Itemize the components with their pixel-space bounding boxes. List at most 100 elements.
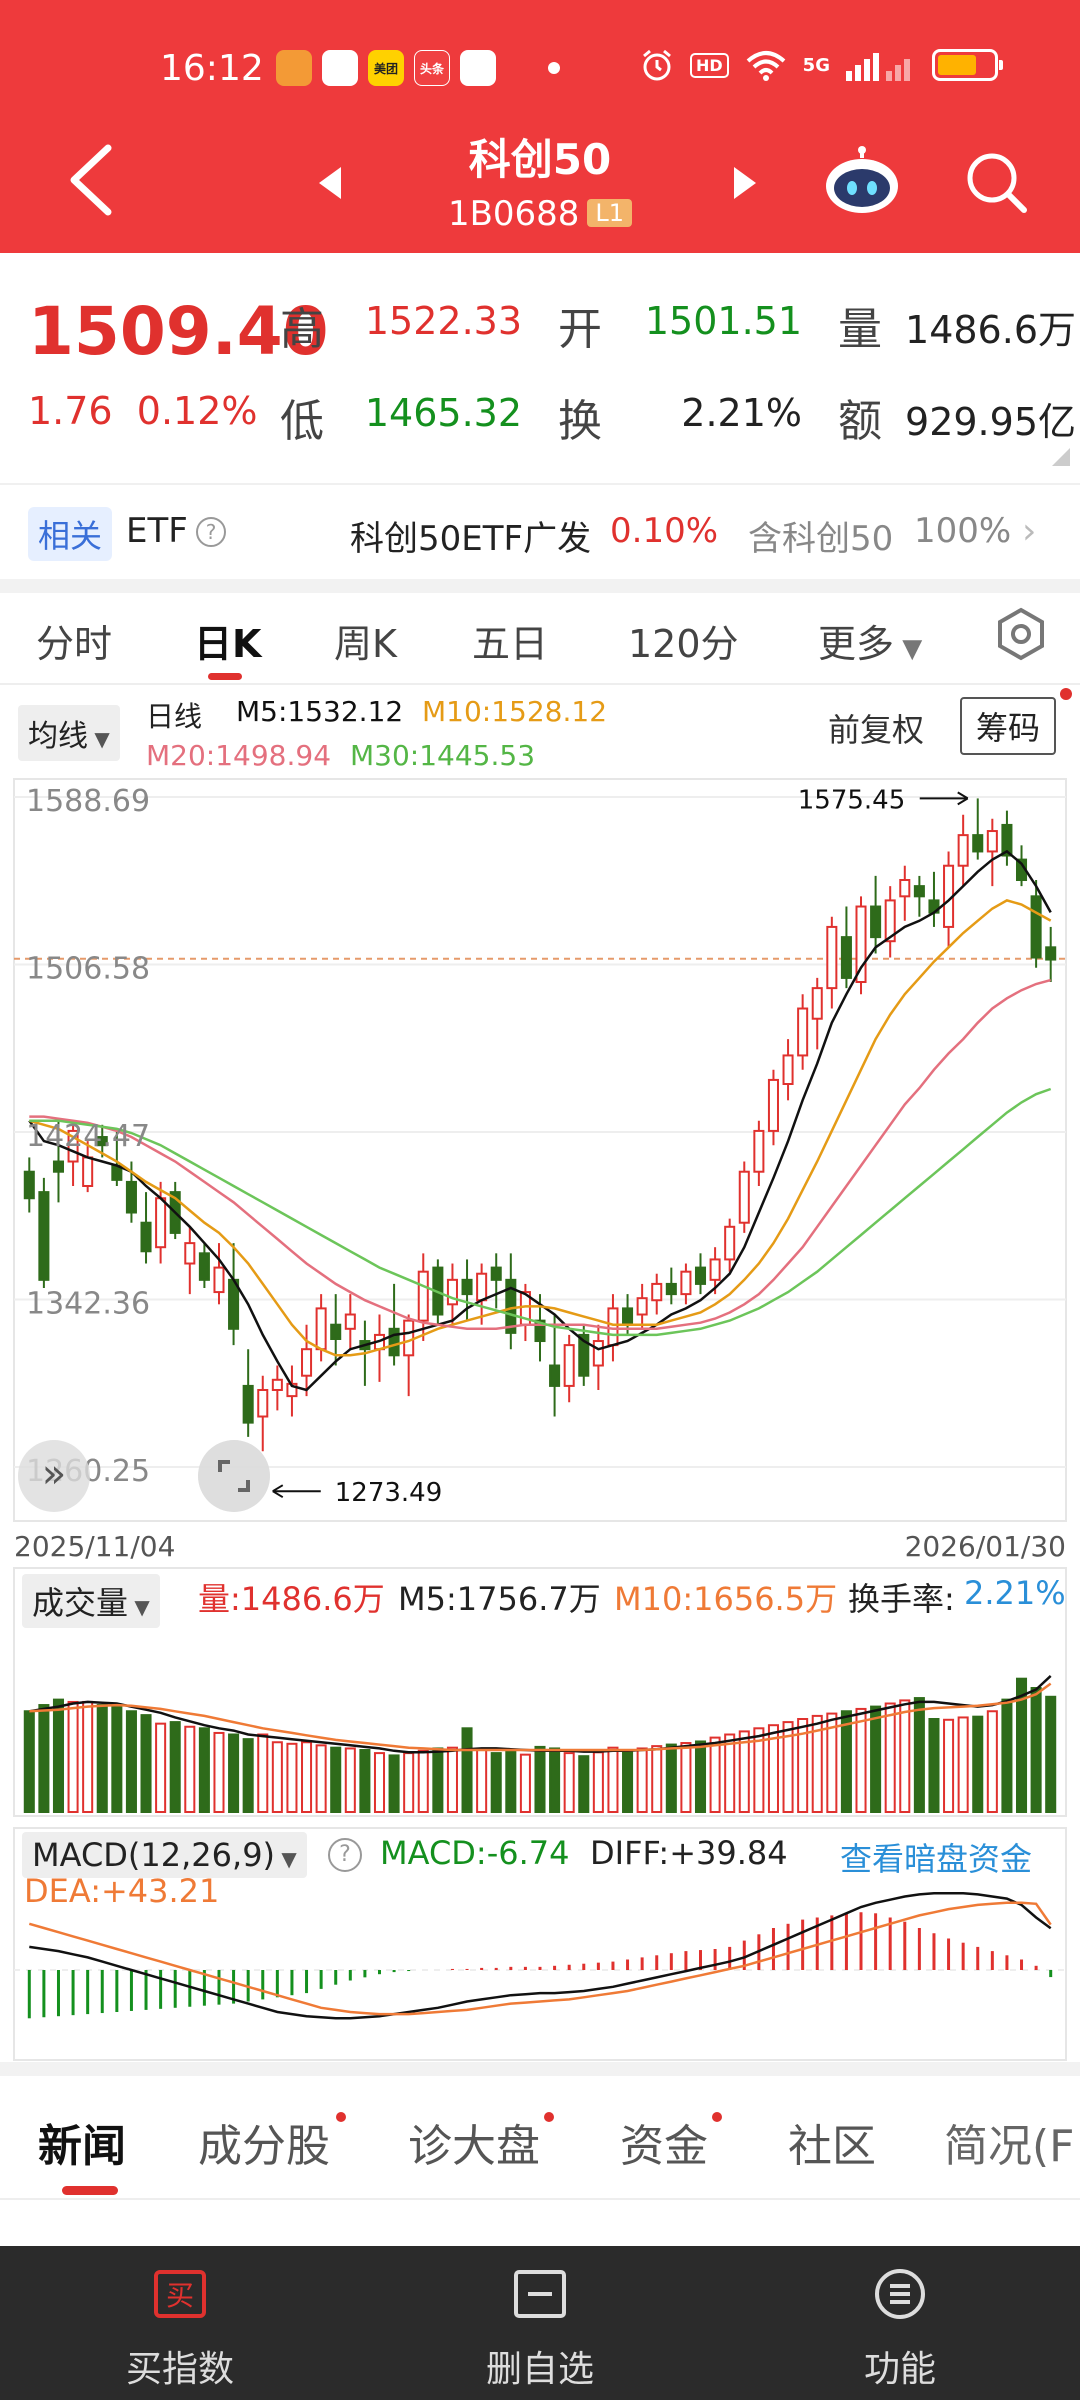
price-change-row: 1.76 0.12% <box>28 389 258 433</box>
volume-bar <box>417 1749 429 1813</box>
macd-indicator-label: MACD(12,26,9) <box>32 1836 276 1874</box>
stock-code: 1B0688 <box>447 194 580 234</box>
candle-body <box>811 987 823 1020</box>
dark-pool-link[interactable]: 查看暗盘资金 <box>840 1840 1033 1878</box>
volume-bar <box>476 1748 488 1814</box>
volume-bar <box>607 1746 619 1813</box>
candle-body <box>198 1252 210 1281</box>
section-divider <box>0 2062 1080 2076</box>
ma-line-m10 <box>28 899 1052 1357</box>
more-notifications-dot <box>548 62 560 74</box>
tab-120-min[interactable]: 120分 <box>628 622 739 666</box>
info-tabs: 新闻 成分股 诊大盘 资金 社区 简况(F <box>0 2076 1080 2200</box>
volume-chart[interactable] <box>0 1566 1080 1826</box>
volume-bar <box>811 1714 823 1813</box>
new-badge-dot <box>336 2112 346 2122</box>
tab-profile[interactable]: 简况(F <box>944 2121 1075 2172</box>
ma30-value: M30:1445.53 <box>350 739 536 772</box>
chip-distribution-button[interactable]: 筹码 <box>960 697 1057 755</box>
candle-body <box>986 830 998 853</box>
volume-bar <box>826 1712 838 1813</box>
candle-body <box>403 1319 415 1357</box>
chart-settings-icon[interactable] <box>994 607 1048 661</box>
volume-indicator-select[interactable]: 成交量 ▼ <box>22 1574 160 1628</box>
buy-index-label: 买指数 <box>125 2349 234 2390</box>
search-icon[interactable] <box>964 150 1028 214</box>
bottom-action-bar: 买 买指数 删自选 功能 <box>0 2246 1080 2400</box>
volume-bar <box>96 1704 108 1813</box>
tab-community[interactable]: 社区 <box>788 2121 876 2172</box>
expand-sidebar-button[interactable]: » <box>18 1440 90 1512</box>
candle-body <box>476 1272 488 1302</box>
chevron-right-icon[interactable]: › <box>1022 511 1037 552</box>
tab-five-day[interactable]: 五日 <box>472 622 549 666</box>
robot-assistant-icon[interactable] <box>822 146 902 216</box>
price-change: 1.76 <box>28 389 113 433</box>
volume-bar <box>753 1727 765 1813</box>
active-tab-indicator <box>208 673 242 680</box>
help-icon[interactable]: ? <box>196 517 226 547</box>
candle-body <box>271 1378 283 1391</box>
ma-line-m5 <box>28 849 1052 1392</box>
macd-indicator-select[interactable]: MACD(12,26,9) ▼ <box>22 1832 307 1878</box>
fullscreen-icon[interactable] <box>198 1440 270 1512</box>
volume-frame <box>13 1567 1067 1817</box>
functions-label: 功能 <box>863 2349 936 2390</box>
candle-body <box>38 1191 50 1281</box>
macd-bars <box>27 1912 1053 2019</box>
volume-bar <box>563 1752 575 1814</box>
next-stock-icon[interactable] <box>730 163 760 203</box>
candle-body <box>96 1136 108 1147</box>
volume-bar <box>125 1710 137 1813</box>
min-arrowhead <box>272 1484 284 1499</box>
quote-panel: 1509.40 1.76 0.12% 高 1522.33 开 1501.51 量… <box>0 253 1080 483</box>
low-label: 低 <box>280 396 324 447</box>
adjustment-button[interactable]: 前复权 <box>828 711 925 749</box>
tab-funds[interactable]: 资金 <box>620 2121 708 2172</box>
remove-watchlist-button[interactable]: 删自选 <box>360 2246 720 2400</box>
candle-body <box>1001 823 1013 857</box>
tab-more[interactable]: 更多 ▼ <box>818 613 922 668</box>
volume-bar <box>1030 1687 1042 1813</box>
volume-bar <box>301 1741 313 1813</box>
svg-text:买: 买 <box>166 2279 194 2312</box>
tab-market-diagnosis[interactable]: 诊大盘 <box>408 2121 540 2172</box>
y-tick-label: 1588.69 <box>26 784 150 819</box>
back-chevron-icon[interactable] <box>60 140 120 220</box>
candle-body <box>257 1388 269 1418</box>
candle-body <box>694 1266 707 1285</box>
volume-bar <box>38 1704 50 1813</box>
tab-daily-k[interactable]: 日K <box>194 622 262 666</box>
new-badge-dot <box>712 2112 722 2122</box>
buy-index-button[interactable]: 买 买指数 <box>0 2246 360 2400</box>
minus-box-icon <box>514 2270 566 2318</box>
help-icon[interactable]: ? <box>328 1838 362 1872</box>
kline-period-label: 日线 <box>146 700 203 733</box>
macd-chart[interactable] <box>0 1826 1080 2062</box>
app-header: 16:12 美团 头条 HD 5G 科创50 1B0688 L1 <box>0 0 1080 253</box>
etf-name: 科创50ETF广发 <box>350 519 592 559</box>
new-badge-dot <box>544 2112 554 2122</box>
ma-type-label: 均线 <box>28 719 88 754</box>
tab-constituents[interactable]: 成分股 <box>198 2121 330 2172</box>
previous-stock-icon[interactable] <box>315 163 345 203</box>
volume-bar <box>943 1718 955 1813</box>
tab-news[interactable]: 新闻 <box>38 2121 126 2172</box>
volume-bar <box>1015 1677 1028 1813</box>
candle-body <box>972 834 984 853</box>
tab-weekly-k[interactable]: 周K <box>334 622 397 666</box>
candle-body <box>767 1078 779 1132</box>
volume-bar <box>972 1715 984 1813</box>
related-etf-row[interactable]: 相关 ETF ? 科创50ETF广发 0.10% 含科创50 100% › <box>0 483 1080 579</box>
candle-body <box>753 1129 765 1173</box>
ma-type-select[interactable]: 均线 ▼ <box>18 705 120 761</box>
candle-body <box>534 1319 546 1343</box>
functions-button[interactable]: 功能 <box>720 2246 1080 2400</box>
signal-icon <box>845 53 910 81</box>
expand-quote-corner[interactable] <box>1052 448 1070 466</box>
home-app-icon <box>322 50 358 86</box>
tab-intraday[interactable]: 分时 <box>36 622 113 666</box>
volume-bar <box>490 1752 502 1814</box>
